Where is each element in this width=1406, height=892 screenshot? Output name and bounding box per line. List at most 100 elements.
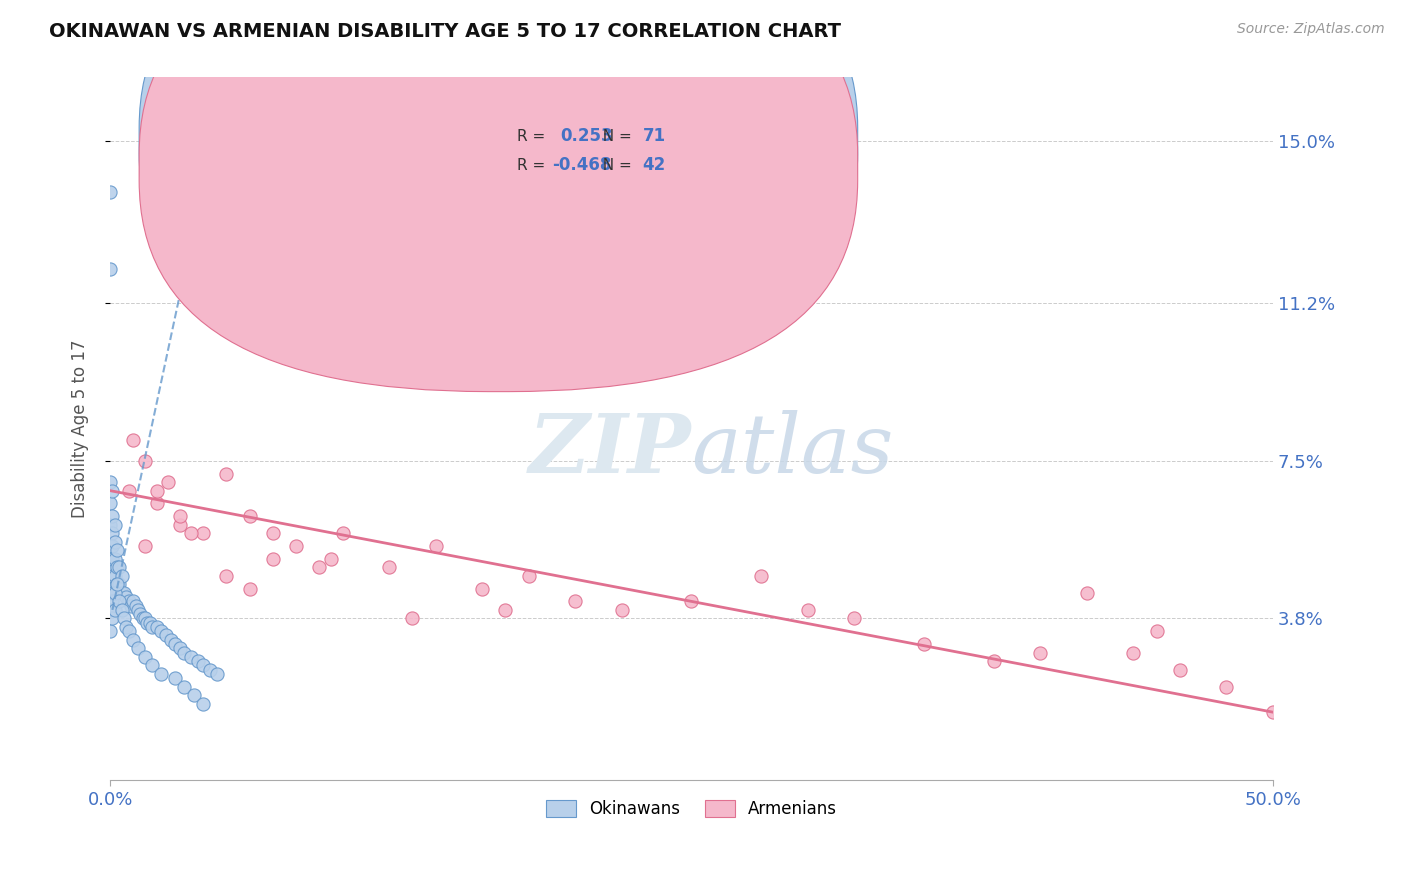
Point [494,603,516,617]
FancyBboxPatch shape [139,0,858,392]
Point [401,611,423,625]
Point [98,624,121,639]
Point [1122,646,1144,660]
Point [98,262,121,277]
FancyBboxPatch shape [471,120,686,190]
Point [239,582,262,596]
Point [122,632,145,647]
Point [262,526,284,541]
Point [319,551,342,566]
Point [215,569,238,583]
Point [131,611,153,625]
Point [122,594,145,608]
Text: R =: R = [517,158,550,173]
Point [101,483,124,498]
Point [101,526,124,541]
Point [844,611,866,625]
Point [165,637,187,651]
Point [332,526,354,541]
Point [471,582,494,596]
Point [112,611,135,625]
Point [1215,680,1237,694]
Point [191,658,214,673]
Point [101,594,124,608]
Point [105,577,128,591]
Point [101,611,124,625]
Point [98,186,121,200]
Point [104,517,127,532]
Point [1168,663,1191,677]
Point [98,582,121,596]
Point [98,475,121,489]
Point [115,620,138,634]
Text: Source: ZipAtlas.com: Source: ZipAtlas.com [1237,22,1385,37]
Point [101,509,124,524]
Text: atlas: atlas [692,410,894,490]
Point [112,586,135,600]
Point [108,560,131,574]
Text: N =: N = [592,158,637,173]
Point [155,628,177,642]
Point [118,483,141,498]
Point [378,560,401,574]
Point [150,666,173,681]
Point [165,671,187,685]
Point [105,560,128,574]
Text: OKINAWAN VS ARMENIAN DISABILITY AGE 5 TO 17 CORRELATION CHART: OKINAWAN VS ARMENIAN DISABILITY AGE 5 TO… [49,22,841,41]
Point [122,433,145,447]
Text: ZIP: ZIP [529,410,692,490]
Point [134,454,156,468]
Point [101,551,124,566]
Point [108,577,131,591]
Point [118,624,141,639]
Point [205,666,228,681]
Legend: Okinawans, Armenians: Okinawans, Armenians [538,793,844,825]
Point [104,603,127,617]
Text: 0.253: 0.253 [560,128,613,145]
Point [141,620,163,634]
Point [104,569,127,583]
Point [111,569,134,583]
Point [134,649,156,664]
Point [111,603,134,617]
Point [98,517,121,532]
Point [145,496,167,510]
Point [262,551,284,566]
Point [180,649,202,664]
Point [138,615,160,630]
Point [150,624,173,639]
Point [187,654,209,668]
Point [169,509,191,524]
Point [127,603,149,617]
Point [104,551,127,566]
Point [191,697,214,711]
Point [173,646,195,660]
Point [124,599,146,613]
Point [118,594,141,608]
Point [610,603,633,617]
Point [134,539,156,553]
Point [136,615,159,630]
Point [169,517,191,532]
Point [145,620,167,634]
Point [98,560,121,574]
Point [1146,624,1168,639]
Point [308,560,330,574]
Point [129,607,152,622]
Point [127,641,149,656]
FancyBboxPatch shape [139,0,858,365]
Text: R =: R = [517,129,550,144]
Point [101,569,124,583]
Point [173,680,195,694]
Text: 42: 42 [643,156,666,174]
Point [145,483,167,498]
Point [134,611,156,625]
Point [198,663,221,677]
Text: N =: N = [592,129,637,144]
Point [115,590,138,604]
Point [215,467,238,481]
Point [98,539,121,553]
Point [425,539,447,553]
Point [105,577,128,591]
Point [983,654,1005,668]
